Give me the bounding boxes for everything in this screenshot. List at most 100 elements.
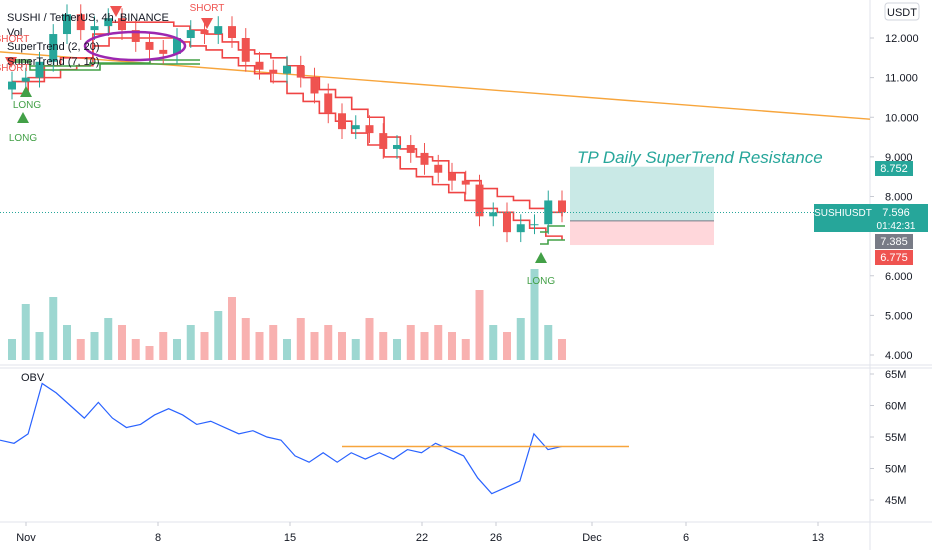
candle-body [489,212,498,217]
volume-bar [131,339,140,360]
volume-bar [461,339,470,360]
time-axis[interactable]: Nov 8 15 22 26 Dec 6 13 [16,522,824,544]
candle-body [131,30,140,42]
candle-body [558,200,566,213]
candle-body [255,61,264,70]
volume-bar [530,269,539,360]
currency-label: USDT [887,7,917,19]
candle-body [393,144,401,149]
obv-tick-label: 45M [885,495,906,507]
entry-price: 7.385 [880,236,908,248]
current-price-tag[interactable] [814,204,928,232]
volume-bar [393,339,401,360]
candle-body [351,125,360,130]
entry-price-tag[interactable] [875,234,913,249]
stop-price-tag[interactable] [875,250,913,265]
position-tool[interactable] [570,166,714,246]
candle-body [104,18,113,27]
symbol-tag: SUSHIUSDT [814,208,872,219]
supertrend-legend-1[interactable]: SuperTrend (2, 20) [7,41,100,53]
bar-countdown: 01:42:31 [877,221,916,232]
candle-body [544,200,553,225]
candle-body [49,34,58,62]
short-signal-marker [5,57,17,68]
volume-bar [516,318,525,360]
volume-bar [228,297,236,360]
price-tick-label: 9.000 [885,152,913,164]
volume-bar [241,318,250,360]
volume-bar [406,325,415,360]
candle-body [200,30,209,35]
obv-line [0,382,563,495]
candle-body [35,61,44,78]
long-signal-label: LONG [9,133,38,144]
supertrend-legend-2[interactable]: SuperTrend (7, 10) [7,56,100,68]
volume-bar [365,318,374,360]
candle-body [159,49,168,54]
time-tick-label: 13 [812,532,824,544]
volume-bar [200,332,209,360]
volume-bar [21,304,30,360]
volume-bar [104,318,113,360]
obv-tick-label: 50M [885,464,906,476]
volume-bar [63,325,71,360]
tp-annotation[interactable]: TP Daily SuperTrend Resistance [577,148,823,167]
candle-body [503,212,511,233]
long-signal-marker [20,86,32,97]
price-axis[interactable]: 12.000 11.000 10.000 9.000 8.000 6.000 5.000 4.… [870,33,919,507]
volume-label[interactable]: Vol [7,27,22,39]
volume-bar [159,332,168,360]
candle-body [8,81,16,90]
candle-body [241,38,250,62]
candle-body [338,113,346,130]
price-tick-label: 10.000 [885,112,919,124]
candle-body [63,14,71,35]
currency-badge[interactable] [884,2,920,21]
stop-price: 6.775 [880,252,908,264]
time-tick-label: 26 [490,532,502,544]
candle-body [296,65,305,78]
candle-body [434,164,443,173]
volume-bar [475,290,484,360]
time-tick-label: 6 [683,532,689,544]
profit-zone [570,166,714,221]
time-tick-label: Dec [582,532,602,544]
chart-overlay [0,6,870,263]
price-tick-label: 11.000 [885,73,918,85]
candle-body [173,38,181,54]
volume-bar [448,332,456,360]
candle-body [90,26,99,31]
candle-body [310,77,319,94]
candle-body [530,224,539,226]
volume-bar [544,325,553,360]
volume-bar [338,332,346,360]
candle-body [21,77,30,82]
price-tick-label: 6.000 [885,271,913,283]
obv-tick-label: 55M [885,432,906,444]
candle-body [475,184,484,217]
volume-bar [118,325,126,360]
short-signal-marker [201,18,213,29]
candle-body [118,18,126,31]
price-tick-label: 4.000 [885,350,913,362]
volume-bar [558,339,566,360]
volume-bar [173,339,181,360]
target-price-tag[interactable] [875,161,913,176]
candle-body [186,30,195,38]
price-tick-label: 8.000 [885,192,913,204]
price-tick-label: 12.000 [885,33,919,45]
volume-bar [145,346,154,360]
obv-label[interactable]: OBV [21,372,45,384]
candle-body [283,65,291,74]
candle-body [228,26,236,38]
supertrend-up-line [8,61,200,71]
candle-body [214,26,223,35]
time-tick-label: 22 [416,532,428,544]
volume-bar [489,325,498,360]
symbol-title[interactable]: SUSHI / TetherUS, 4h, BINANCE [7,12,169,24]
short-signal-label: SHORT [0,34,29,45]
volume-bar [8,339,16,360]
long-signal-marker [17,112,29,123]
